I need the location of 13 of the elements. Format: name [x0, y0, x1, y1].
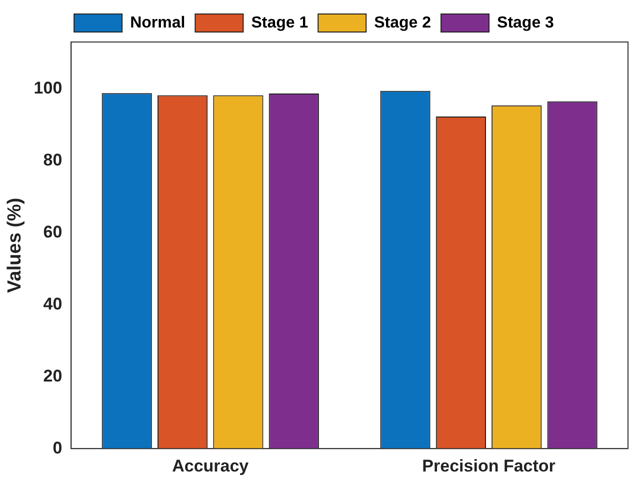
y-tick-label: 80	[43, 150, 62, 170]
y-tick-label: 40	[43, 294, 62, 314]
legend-label: Stage 3	[497, 14, 554, 32]
legend-label: Stage 1	[251, 14, 308, 32]
y-tick-label: 20	[43, 366, 62, 386]
legend-label: Normal	[130, 14, 186, 32]
x-tick-label: Accuracy	[172, 456, 250, 476]
y-tick-label: 100	[34, 78, 62, 98]
y-tick-label: 60	[43, 222, 62, 242]
y-tick-label: 0	[52, 438, 62, 458]
x-tick-label: Precision Factor	[422, 456, 556, 476]
y-axis-title: Values (%)	[4, 198, 26, 293]
legend-label: Stage 2	[374, 14, 432, 32]
